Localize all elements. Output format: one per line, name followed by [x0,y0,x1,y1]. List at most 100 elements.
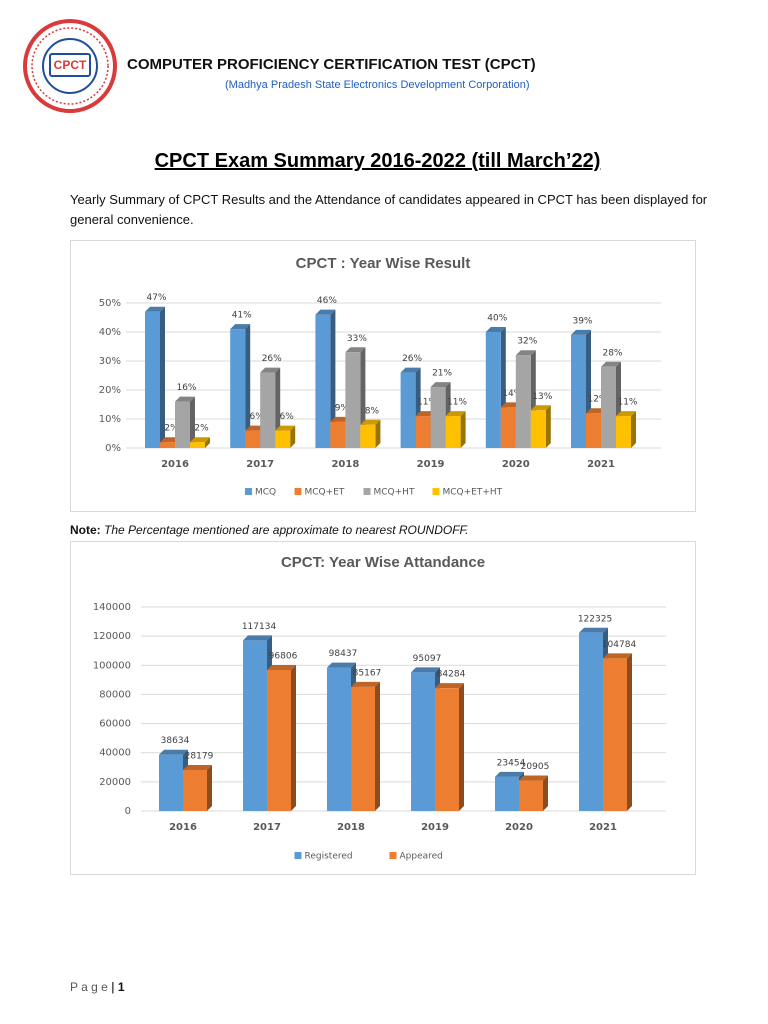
bar-top [327,662,356,668]
x-tick-label: 2019 [417,459,445,470]
x-tick-label: 2021 [589,822,617,833]
data-label: 47% [146,293,166,303]
note: Note: The Percentage mentioned are appro… [70,523,469,537]
x-tick-label: 2019 [421,822,449,833]
bar [579,632,603,811]
bar-side [205,437,210,448]
y-tick-label: 100000 [93,660,131,671]
data-label: 39% [572,316,592,326]
bar [571,334,586,448]
bar-top [145,306,165,312]
bar-top [495,771,524,777]
legend-swatch [245,488,252,495]
bar-side [190,396,195,448]
bar-top [190,437,210,443]
bar-side [375,681,380,811]
bar [360,424,376,448]
x-tick-label: 2016 [161,459,189,470]
data-label: 33% [347,334,367,344]
logo-monitor [49,53,91,77]
x-tick-label: 2021 [587,459,615,470]
bar [315,314,331,448]
bar-top [411,667,440,673]
legend-label: MCQ [255,488,276,498]
bar [230,329,246,448]
bar-top [579,627,608,633]
legend-label: Appeared [400,852,443,862]
bar-side [160,306,165,448]
legend-label: MCQ+HT [374,488,415,498]
bar [267,669,291,811]
data-label: 11% [617,398,637,408]
data-label: 96806 [269,651,298,661]
bar-side [545,405,551,448]
y-tick-label: 0 [125,806,131,817]
bar [485,332,501,448]
bar [175,401,190,448]
bar [400,372,416,448]
chart-frame: CPCT : Year Wise Result 0% 10% 20% 30% 40% 50%… [70,240,696,512]
bar-side [543,775,548,811]
y-tick-label: 30% [99,356,121,367]
bar-top [351,681,380,687]
bar [260,372,276,448]
chart: CPCT : Year Wise Result 0% 10% 20% 30% 40% 50%… [99,255,661,498]
data-label: 26% [402,354,422,364]
data-label: 26% [262,354,282,364]
bar [445,416,461,448]
bar [159,754,183,811]
x-tick-label: 2017 [253,822,281,833]
y-tick-label: 10% [99,414,121,425]
data-label: 6% [280,412,295,422]
chart-frame: CPCT: Year Wise Attandance 0 20000 40000 600… [70,541,696,875]
bar-top [183,764,212,770]
bar [519,780,543,811]
legend-label: MCQ+ET+HT [443,488,503,498]
bar-side [207,764,212,811]
bar [586,413,601,448]
data-label: 122325 [578,614,612,624]
bar-top [530,405,551,411]
data-label: 9% [335,403,350,413]
x-tick-label: 2018 [331,459,359,470]
y-tick-label: 80000 [99,689,131,700]
data-label: 20905 [521,762,550,772]
data-label: 11% [417,398,437,408]
intro: Yearly Summary of CPCT Results and the A… [70,192,708,227]
footer-separator: | [111,980,115,994]
bar-side [290,425,296,448]
heading: CPCT Exam Summary 2016-2022 (till March’… [154,150,601,172]
data-label: 8% [365,406,380,416]
legend-swatch [432,488,440,495]
data-label: 6% [250,412,265,422]
bar-top [345,347,366,353]
bar [601,366,616,448]
data-label: 85167 [353,668,382,678]
bar-side [245,324,251,448]
bar-top [515,350,536,356]
bar [430,387,446,448]
bar [183,769,207,811]
legend-swatch [294,488,302,495]
bar [160,442,175,448]
data-label: 98437 [329,649,358,659]
data-label: 14% [502,389,522,399]
bar [603,658,627,811]
note-text: The Percentage mentioned are approximate… [104,523,469,537]
bar-side [627,653,632,811]
data-label: 41% [232,311,252,321]
x-tick-label: 2016 [169,822,197,833]
logo-inner-ring [31,27,109,105]
bar [435,688,459,811]
bar-top [603,653,632,659]
bar-top [519,775,548,781]
bar-top [445,411,466,417]
bar-top [230,324,251,330]
y-tick-label: 140000 [93,602,131,613]
bar [616,416,631,448]
data-label: 46% [317,296,337,306]
y-tick-label: 40% [99,327,121,338]
x-tick-label: 2020 [502,459,530,470]
bar [530,410,546,448]
